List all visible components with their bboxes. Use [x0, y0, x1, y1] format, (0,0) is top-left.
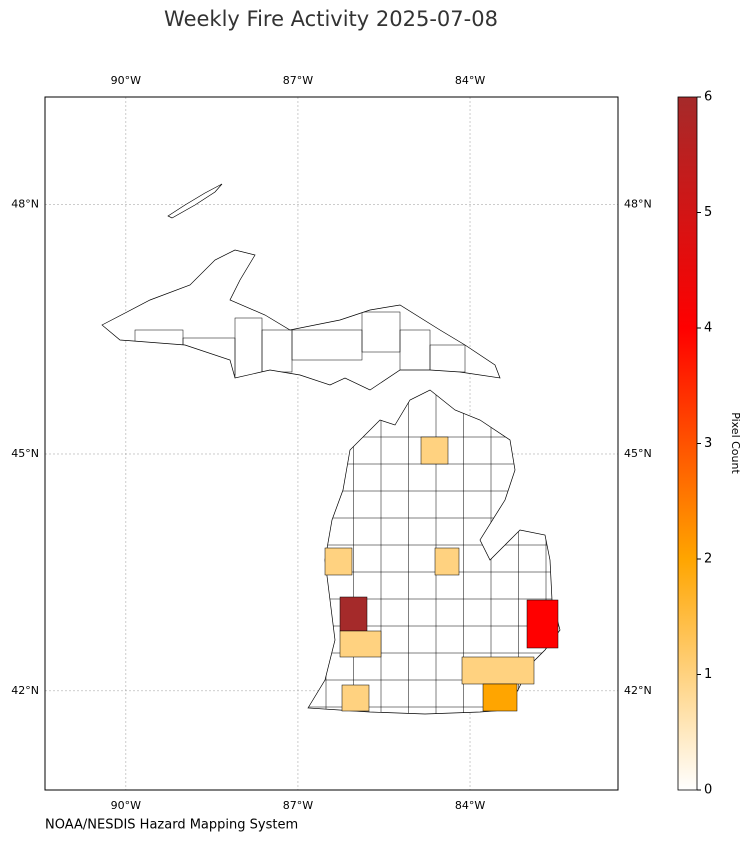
map-frame	[44, 96, 619, 791]
colorbar-tick-label: 2	[704, 552, 712, 567]
fire-county	[461, 656, 535, 685]
colorbar-tick-label: 4	[704, 321, 712, 336]
fire-county	[339, 596, 368, 632]
colorbar-tick-label: 5	[704, 205, 712, 220]
y-tick-label: 42°N	[11, 684, 39, 697]
colorbar-label: Pixel Count	[729, 412, 742, 474]
x-tick-label: 90°W	[111, 799, 141, 812]
fire-county	[526, 599, 559, 649]
colorbar-tick-label: 1	[704, 667, 712, 682]
y-tick-label: 45°N	[624, 447, 652, 460]
x-tick-label: 87°W	[283, 74, 313, 87]
source-credit: NOAA/NESDIS Hazard Mapping System	[45, 818, 298, 833]
colorbar-tick-label: 3	[704, 436, 712, 451]
y-tick-label: 48°N	[624, 197, 652, 210]
fire-county	[434, 547, 460, 576]
fire-county	[324, 547, 353, 576]
y-tick-label: 45°N	[11, 447, 39, 460]
x-tick-label: 84°W	[455, 799, 485, 812]
y-tick-label: 42°N	[624, 684, 652, 697]
colorbar-tick-label: 0	[704, 783, 712, 798]
land	[101, 183, 561, 715]
x-tick-label: 84°W	[455, 74, 485, 87]
fire-county	[341, 684, 370, 712]
title: Weekly Fire Activity 2025-07-08	[164, 7, 498, 31]
upper-peninsula	[101, 249, 501, 391]
colorbar	[677, 96, 698, 791]
x-tick-label: 87°W	[283, 799, 313, 812]
fire-county	[420, 436, 449, 465]
x-tick-label: 90°W	[111, 74, 141, 87]
isle-royale	[167, 183, 223, 219]
fire-county	[482, 683, 518, 712]
y-tick-label: 48°N	[11, 197, 39, 210]
colorbar-tick-label: 6	[704, 90, 712, 105]
fire-county	[339, 630, 382, 658]
